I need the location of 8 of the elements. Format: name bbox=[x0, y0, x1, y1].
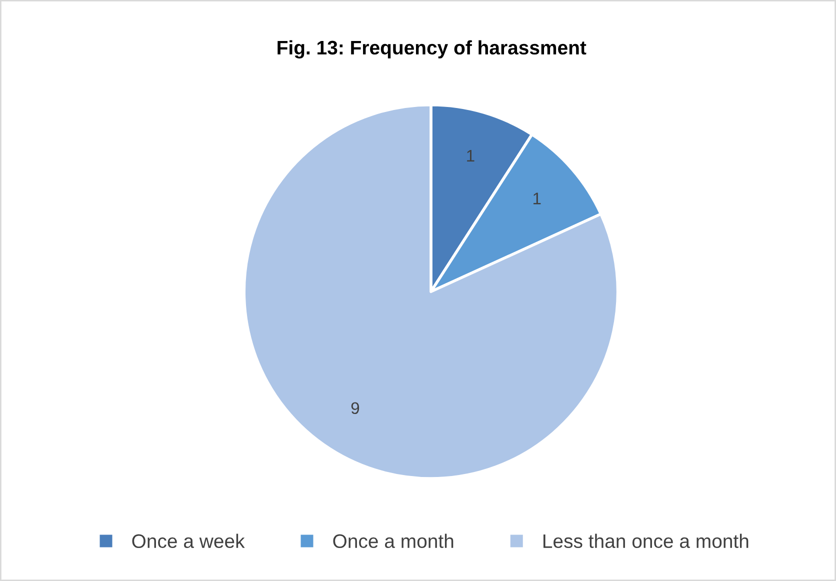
pie-slice bbox=[242, 103, 620, 480]
chart-title: Fig. 13: Frequency of harassment bbox=[278, 40, 586, 58]
legend-label: Once a month bbox=[333, 534, 454, 548]
data-label: 1 bbox=[467, 150, 474, 162]
legend-label: Less than once a month bbox=[543, 534, 748, 548]
data-label: 1 bbox=[534, 192, 541, 204]
data-label: 9 bbox=[351, 402, 360, 414]
legend-label: Once a week bbox=[132, 534, 245, 548]
